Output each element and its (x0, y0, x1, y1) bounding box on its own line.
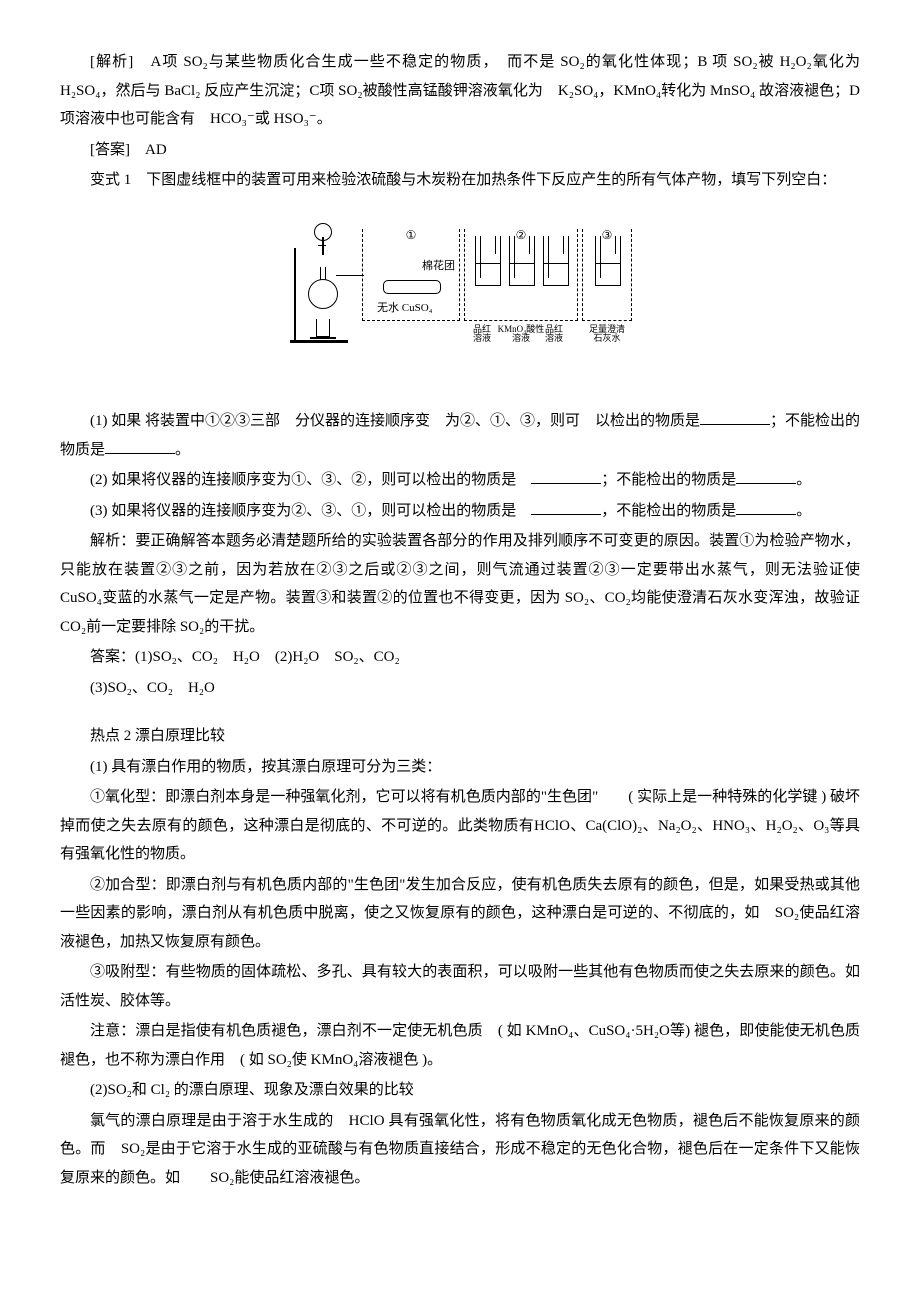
answer-para: [答案] AD (60, 136, 860, 165)
analysis-text: A项 SO₂与某些物质化合生成一些不稳定的物质， 而不是 SO₂的氧化性体现；B… (60, 54, 860, 127)
bottle-2-tube-r-icon (529, 236, 530, 254)
region-1: ① 棉花团 无水 CuSO₄ (362, 229, 460, 321)
explain-label: 解析： (90, 533, 135, 549)
explain-para: 解析：要正确解答本题务必清楚题所给的实验装置各部分的作用及排列顺序不可变更的原因… (60, 527, 860, 641)
cuso4-tube-icon (383, 280, 441, 294)
topic2-title: 热点 2 漂白原理比较 (60, 722, 860, 751)
topic2-type2: ②加合型：即漂白剂与有机色质内部的"生色团"发生加合反应，使有机色质失去原有的颜… (60, 871, 860, 957)
q2-blank-1[interactable] (531, 469, 601, 484)
bottle-4-icon (595, 236, 621, 286)
q3-prefix: (3) 如果将仪器的连接顺序变为②、③、①，则可以检出的物质是 (90, 503, 516, 519)
answers-para-3: (3)SO₂、CO₂ H₂O (60, 674, 860, 703)
q2-mid: ；不能检出的物质是 (601, 472, 736, 488)
answers-a3: (3)SO₂、CO₂ H₂O (90, 680, 215, 696)
diagram-cuso4-label: 无水 CuSO₄ (377, 298, 432, 319)
q2-prefix: (2) 如果将仪器的连接顺序变为①、③、②，则可以检出的物质是 (90, 472, 516, 488)
answers-para: 答案：(1)SO₂、CO₂ H₂O (2)H₂O SO₂、CO₂ (60, 643, 860, 672)
bottle1-label: 品红 溶液 (470, 325, 494, 345)
bottle3-label: 品红 溶液 (542, 325, 566, 345)
stand-rod-icon (294, 248, 296, 343)
flask-apparatus (280, 223, 357, 343)
q3-mid: ，不能检出的物质是 (601, 503, 736, 519)
explain-text: 要正确解答本题务必清楚题所给的实验装置各部分的作用及排列顺序不可变更的原因。装置… (60, 533, 875, 635)
region-1-label: ① (363, 224, 459, 247)
q1-blank-2[interactable] (105, 439, 175, 454)
tube-1-icon (336, 275, 364, 276)
q3-blank-2[interactable] (736, 500, 796, 515)
q2-para: (2) 如果将仪器的连接顺序变为①、③、②，则可以检出的物质是 ；不能检出的物质… (60, 466, 860, 495)
topic2-p1: (1) 具有漂白作用的物质，按其漂白原理可分为三类： (60, 753, 860, 782)
topic2-type3: ③吸附型：有些物质的固体疏松、多孔、具有较大的表面积，可以吸附一些其他有色物质而… (60, 958, 860, 1015)
topic2-p2title: (2)SO₂和 Cl₂ 的漂白原理、现象及漂白效果的比较 (60, 1076, 860, 1105)
q3-blank-1[interactable] (531, 500, 601, 515)
q1-end: 。 (175, 442, 190, 458)
burner-base-icon (310, 337, 336, 339)
stand-base-icon (290, 340, 348, 343)
bottle-1-icon (475, 236, 501, 286)
bottle-2-icon (509, 236, 535, 286)
bottle-1-tube-r-icon (495, 236, 496, 254)
bottle-3-icon (543, 236, 569, 286)
diagram-container: ① 棉花团 无水 CuSO₄ ② (60, 213, 860, 394)
answers-label: 答案： (90, 649, 135, 665)
answer-label: [答案] (90, 142, 130, 158)
burner-icon (316, 319, 330, 337)
bottle-1-tube-l-icon (480, 236, 481, 278)
q1-blank-1[interactable] (700, 410, 770, 425)
region-2: ② (464, 229, 578, 321)
bottle-3-tube-l-icon (548, 236, 549, 278)
answers-a1: (1)SO₂、CO₂ H₂O (2)H₂O SO₂、CO₂ (135, 649, 400, 665)
bottle-2-tube-l-icon (514, 236, 515, 278)
topic2-type1: ①氧化型：即漂白剂本身是一种强氧化剂，它可以将有机色质内部的"生色团" ( 实际… (60, 783, 860, 869)
topic2-note: 注意：漂白是指使有机色质褪色，漂白剂不一定使无机色质 ( 如 KMnO₄、CuS… (60, 1017, 860, 1074)
region-3: ③ (582, 229, 632, 321)
q1-prefix: (1) 如果 将装置中①②③三部 分仪器的连接顺序变 为②、①、③，则可 以检出… (90, 413, 700, 429)
variant1-para: 变式 1 下图虚线框中的装置可用来检验浓硫酸与木炭粉在加热条件下反应产生的所有气… (60, 166, 860, 195)
answer-text: AD (145, 142, 167, 158)
variant1-text: 下图虚线框中的装置可用来检验浓硫酸与木炭粉在加热条件下反应产生的所有气体产物，填… (146, 172, 836, 188)
q1-para: (1) 如果 将装置中①②③三部 分仪器的连接顺序变 为②、①、③，则可 以检出… (60, 407, 860, 464)
funnel-stem-icon (322, 237, 324, 255)
round-flask-icon (308, 279, 338, 309)
analysis-label: [解析] (90, 54, 133, 70)
analysis-para: [解析] A项 SO₂与某些物质化合生成一些不稳定的物质， 而不是 SO₂的氧化… (60, 48, 860, 134)
q2-blank-2[interactable] (736, 469, 796, 484)
q3-end: 。 (796, 503, 811, 519)
experiment-diagram: ① 棉花团 无水 CuSO₄ ② (280, 213, 640, 383)
bottle2-label: KMnO₄酸性 溶液 (496, 325, 546, 345)
section-spacer (60, 704, 860, 722)
diagram-cotton-label: 棉花团 (422, 256, 455, 277)
bottle4-label: 足量澄清 石灰水 (584, 325, 630, 345)
bottle-4-tube-r-icon (615, 236, 616, 254)
q2-end: 。 (796, 472, 811, 488)
q3-para: (3) 如果将仪器的连接顺序变为②、③、①，则可以检出的物质是 ，不能检出的物质… (60, 497, 860, 526)
topic2-p2text: 氯气的漂白原理是由于溶于水生成的 HClO 具有强氧化性，将有色物质氧化成无色物… (60, 1107, 860, 1193)
funnel-valve-icon (318, 245, 326, 246)
bottle-4-tube-l-icon (600, 236, 601, 278)
bottle-3-tube-r-icon (563, 236, 564, 254)
variant1-label: 变式 1 (90, 172, 131, 188)
